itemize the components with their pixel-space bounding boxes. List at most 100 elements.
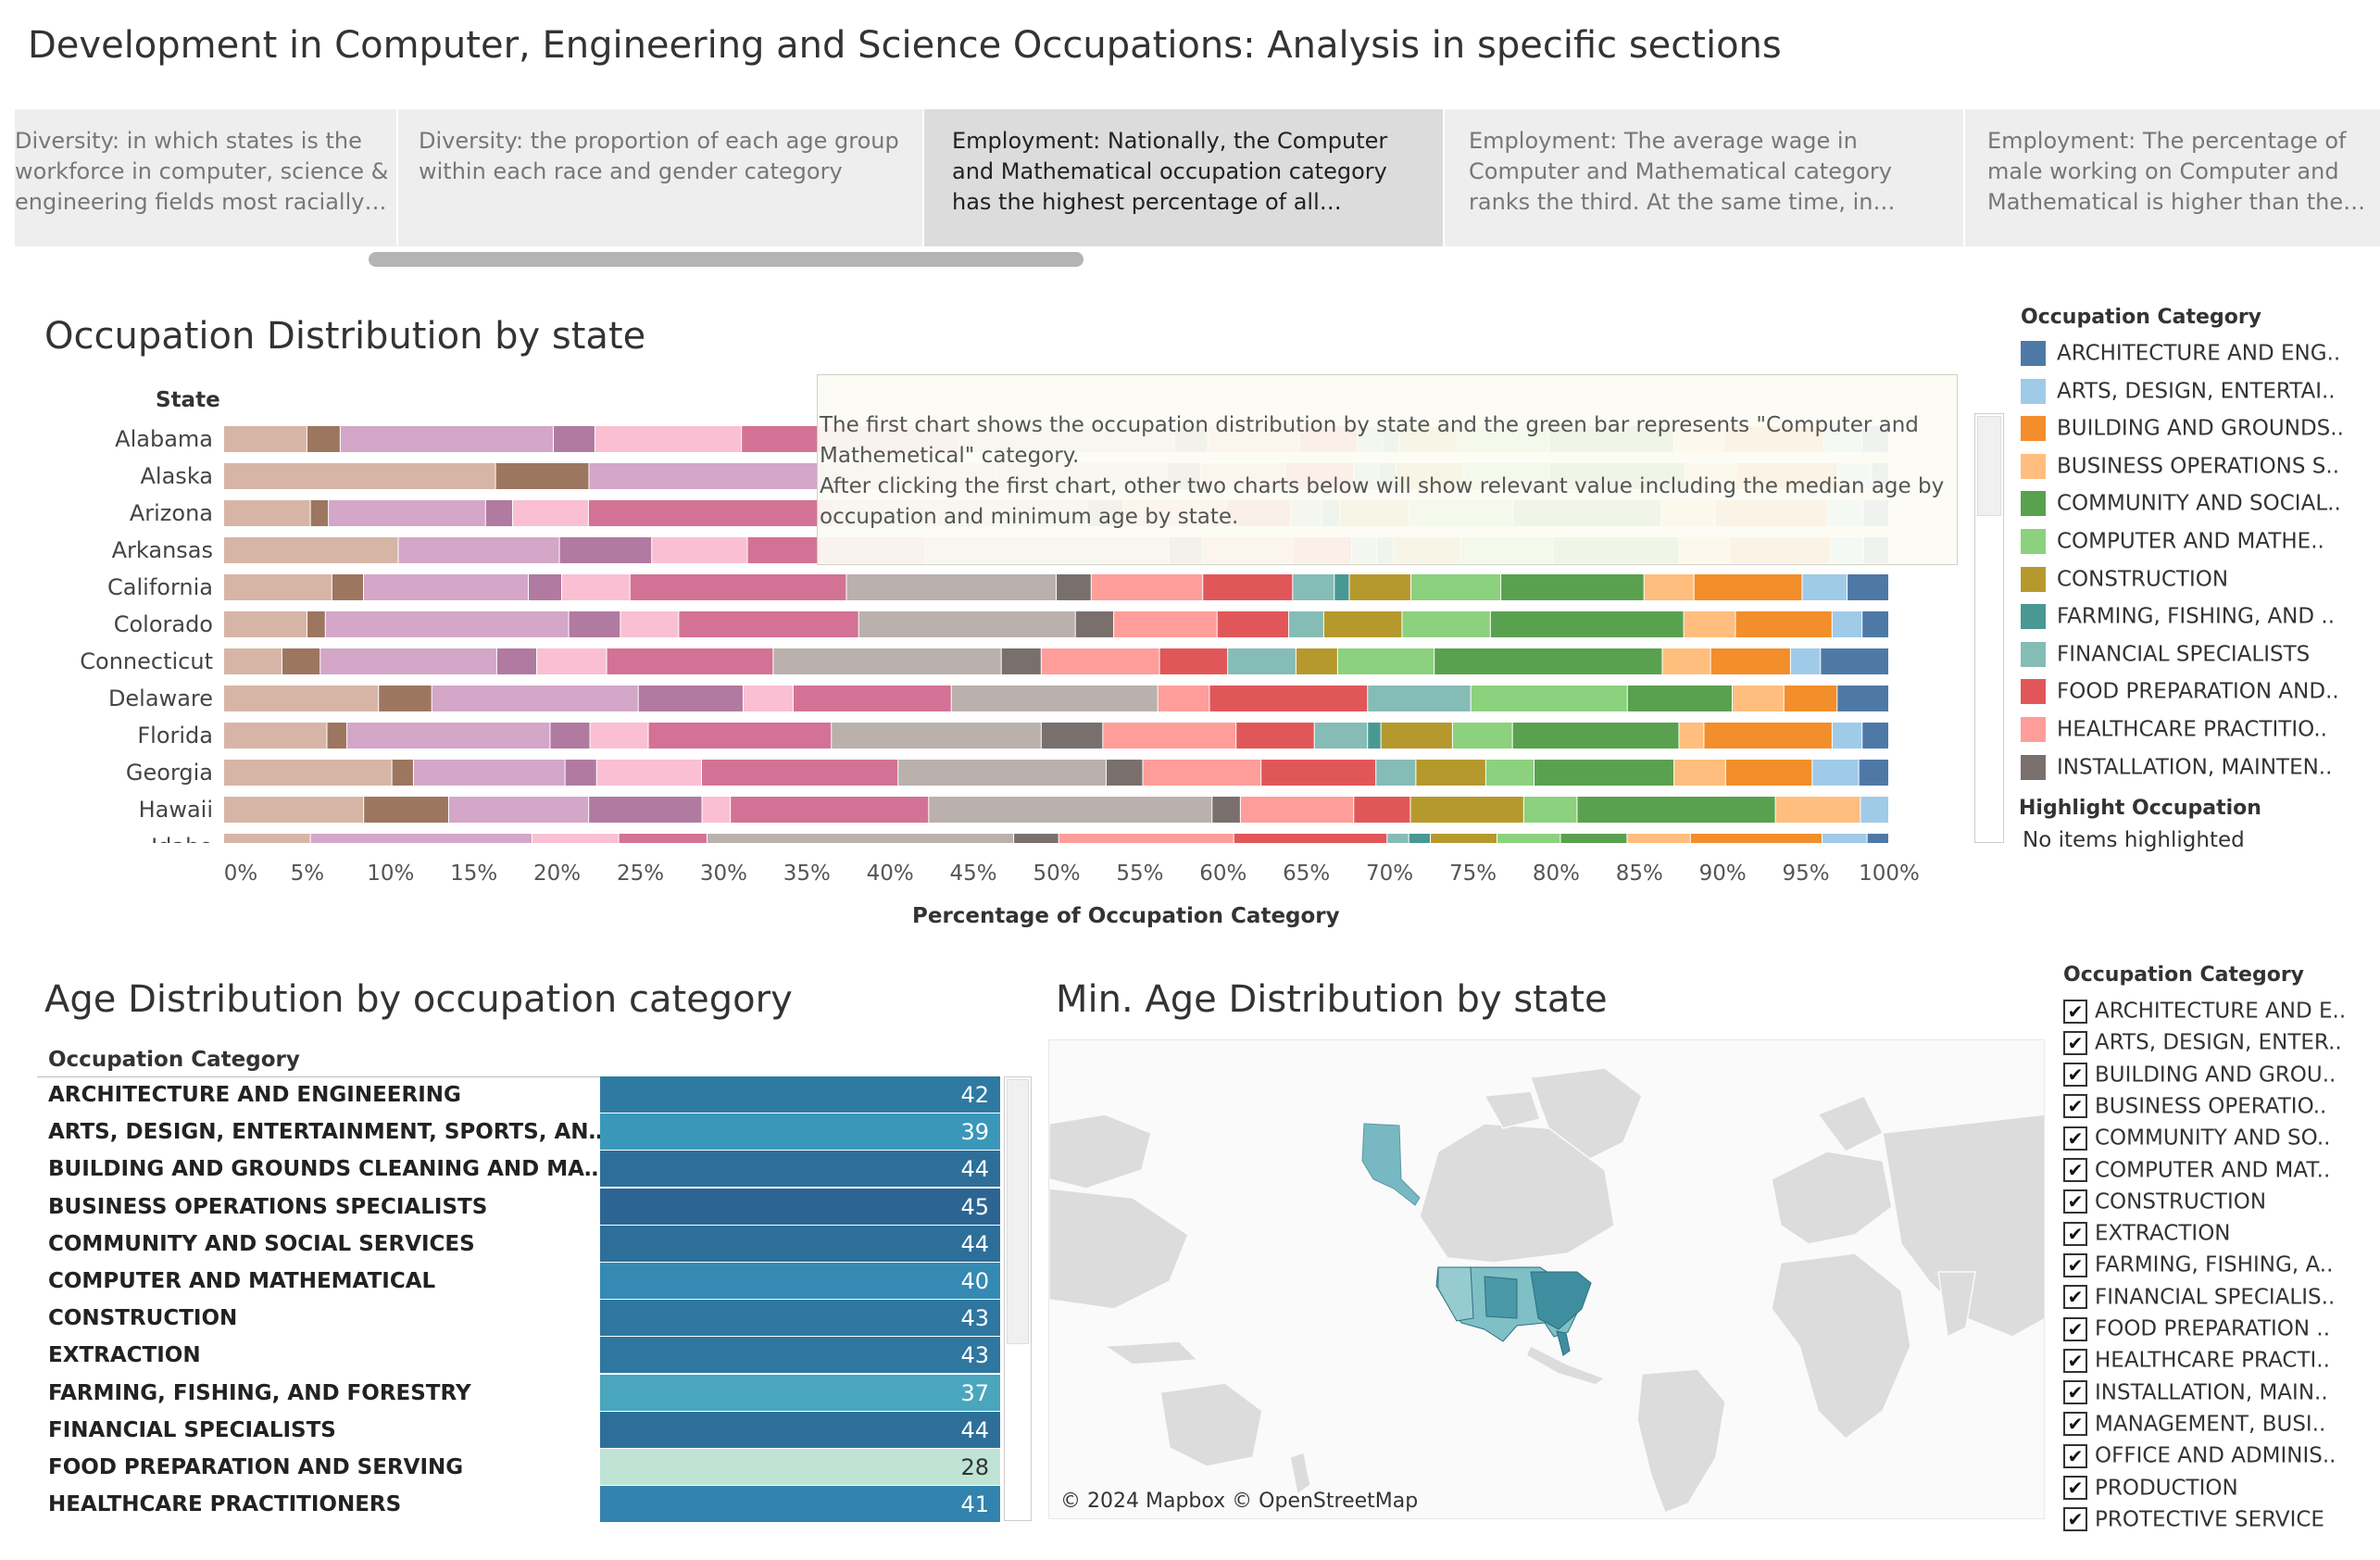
tabs-scrollbar[interactable] bbox=[369, 252, 1084, 267]
legend-item[interactable]: ARCHITECTURE AND ENG.. bbox=[2021, 341, 2340, 367]
bar-segment[interactable] bbox=[340, 426, 554, 452]
checkbox[interactable]: ✔ bbox=[2063, 1030, 2087, 1055]
bar-segment[interactable] bbox=[364, 797, 448, 823]
bar-segment[interactable] bbox=[392, 760, 413, 786]
bar-segment[interactable] bbox=[282, 648, 320, 674]
bar-segment[interactable] bbox=[1212, 797, 1240, 823]
bar-segment[interactable] bbox=[1832, 723, 1862, 749]
bar-segment[interactable] bbox=[485, 500, 513, 526]
bar-segment[interactable] bbox=[1387, 834, 1409, 860]
age-table-row[interactable]: FARMING, FISHING, AND FORESTRY 37 bbox=[37, 1374, 1000, 1412]
bar-segment[interactable] bbox=[347, 723, 550, 749]
bar-segment[interactable] bbox=[224, 834, 310, 860]
bar-segment[interactable] bbox=[1694, 574, 1802, 600]
legend-item[interactable]: COMMUNITY AND SOCIAL.. bbox=[2021, 491, 2341, 517]
bar-segment[interactable] bbox=[224, 723, 327, 749]
legend-item[interactable]: FOOD PREPARATION AND.. bbox=[2021, 679, 2339, 705]
bar-segment[interactable] bbox=[1296, 648, 1337, 674]
bar-segment[interactable] bbox=[1490, 611, 1684, 637]
bar-segment[interactable] bbox=[707, 834, 1014, 860]
bar-segment[interactable] bbox=[596, 760, 702, 786]
age-table-row[interactable]: FINANCIAL SPECIALISTS 44 bbox=[37, 1411, 1000, 1449]
story-tab-3[interactable]: Employment: Nationally, the Computer and… bbox=[924, 109, 1443, 246]
bar-segment[interactable] bbox=[846, 574, 1056, 600]
filter-item[interactable]: ✔ EXTRACTION bbox=[2063, 1221, 2231, 1251]
bar-segment[interactable] bbox=[495, 463, 589, 489]
bar-segment[interactable] bbox=[224, 686, 379, 711]
bar-segment[interactable] bbox=[1867, 834, 1888, 860]
checkbox[interactable]: ✔ bbox=[2063, 1380, 2087, 1405]
bar-segment[interactable] bbox=[588, 500, 834, 526]
filter-item[interactable]: ✔ COMMUNITY AND SO.. bbox=[2063, 1126, 2330, 1155]
bar-segment[interactable] bbox=[432, 686, 638, 711]
bar-segment[interactable] bbox=[224, 574, 332, 600]
bar-segment[interactable] bbox=[607, 648, 773, 674]
bar-segment[interactable] bbox=[1862, 723, 1888, 749]
bar-segment[interactable] bbox=[224, 797, 364, 823]
world-map[interactable]: © 2024 Mapbox © OpenStreetMap bbox=[1048, 1039, 2045, 1519]
bar-segment[interactable] bbox=[1704, 723, 1832, 749]
bar-segment[interactable] bbox=[1236, 723, 1314, 749]
bar-segment[interactable] bbox=[1431, 834, 1497, 860]
bar-segment[interactable] bbox=[1314, 723, 1368, 749]
bar-segment[interactable] bbox=[702, 760, 898, 786]
bar-segment[interactable] bbox=[1534, 760, 1674, 786]
bar-segment[interactable] bbox=[1452, 723, 1512, 749]
bar-segment[interactable] bbox=[1434, 648, 1662, 674]
filter-item[interactable]: ✔ FARMING, FISHING, A.. bbox=[2063, 1252, 2333, 1282]
bar-segment[interactable] bbox=[1837, 686, 1888, 711]
bar-segment[interactable] bbox=[1289, 611, 1323, 637]
bar-segment[interactable] bbox=[1784, 686, 1837, 711]
age-table-row[interactable]: FOOD PREPARATION AND SERVING 28 bbox=[37, 1449, 1000, 1486]
bar-segment[interactable] bbox=[793, 686, 951, 711]
bar-segment[interactable] bbox=[1058, 834, 1234, 860]
filter-item[interactable]: ✔ ARTS, DESIGN, ENTER.. bbox=[2063, 1030, 2342, 1060]
bar-segment[interactable] bbox=[1662, 648, 1710, 674]
bar-segment[interactable] bbox=[224, 463, 495, 489]
bar-segment[interactable] bbox=[1627, 834, 1690, 860]
bar-segment[interactable] bbox=[1368, 686, 1471, 711]
legend-item[interactable]: CONSTRUCTION bbox=[2021, 566, 2228, 593]
bar-segment[interactable] bbox=[1368, 723, 1381, 749]
bar-segment[interactable] bbox=[307, 611, 325, 637]
bar-segment[interactable] bbox=[1381, 723, 1452, 749]
bar-segment[interactable] bbox=[1523, 797, 1577, 823]
bar-segment[interactable] bbox=[1684, 611, 1735, 637]
age-table-scroll-thumb[interactable] bbox=[1007, 1079, 1029, 1344]
checkbox[interactable]: ✔ bbox=[2063, 1348, 2087, 1373]
bar-segment[interactable] bbox=[1560, 834, 1627, 860]
bar-segment[interactable] bbox=[224, 537, 398, 563]
age-table-row[interactable]: ARCHITECTURE AND ENGINEERING 42 bbox=[37, 1076, 1000, 1113]
bar-segment[interactable] bbox=[1859, 760, 1888, 786]
bar-segment[interactable] bbox=[1501, 574, 1644, 600]
filter-item[interactable]: ✔ OFFICE AND ADMINIS.. bbox=[2063, 1443, 2336, 1473]
bar-segment[interactable] bbox=[1674, 760, 1725, 786]
filter-item[interactable]: ✔ FINANCIAL SPECIALIS.. bbox=[2063, 1285, 2335, 1315]
bar-segment[interactable] bbox=[1001, 648, 1041, 674]
bar-segment[interactable] bbox=[1158, 686, 1209, 711]
bar-segment[interactable] bbox=[1410, 574, 1501, 600]
bar-segment[interactable] bbox=[327, 723, 347, 749]
bar-segment[interactable] bbox=[1627, 686, 1732, 711]
bar-segment[interactable] bbox=[310, 500, 329, 526]
bar-segment[interactable] bbox=[448, 797, 589, 823]
bar-segment[interactable] bbox=[1240, 797, 1354, 823]
bar-segment[interactable] bbox=[1512, 723, 1679, 749]
bar-segment[interactable] bbox=[565, 760, 596, 786]
bar-segment[interactable] bbox=[1106, 760, 1143, 786]
checkbox[interactable]: ✔ bbox=[2063, 1189, 2087, 1214]
bar-segment[interactable] bbox=[595, 426, 742, 452]
bar-segment[interactable] bbox=[1690, 834, 1823, 860]
bar-segment[interactable] bbox=[1354, 797, 1410, 823]
bar-segment[interactable] bbox=[743, 686, 793, 711]
age-table-row[interactable]: CONSTRUCTION 43 bbox=[37, 1300, 1000, 1338]
checkbox[interactable]: ✔ bbox=[2063, 1126, 2087, 1151]
highlight-value[interactable]: No items highlighted bbox=[2023, 828, 2245, 852]
bar-segment[interactable] bbox=[1209, 686, 1368, 711]
bar-segment[interactable] bbox=[620, 611, 679, 637]
bar-segment[interactable] bbox=[1402, 611, 1490, 637]
story-tab-1[interactable]: Diversity: in which states is the workfo… bbox=[15, 109, 396, 246]
legend-item[interactable]: FARMING, FISHING, AND .. bbox=[2021, 604, 2335, 630]
legend-item[interactable]: FINANCIAL SPECIALISTS bbox=[2021, 641, 2310, 668]
bar-segment[interactable] bbox=[1041, 723, 1103, 749]
